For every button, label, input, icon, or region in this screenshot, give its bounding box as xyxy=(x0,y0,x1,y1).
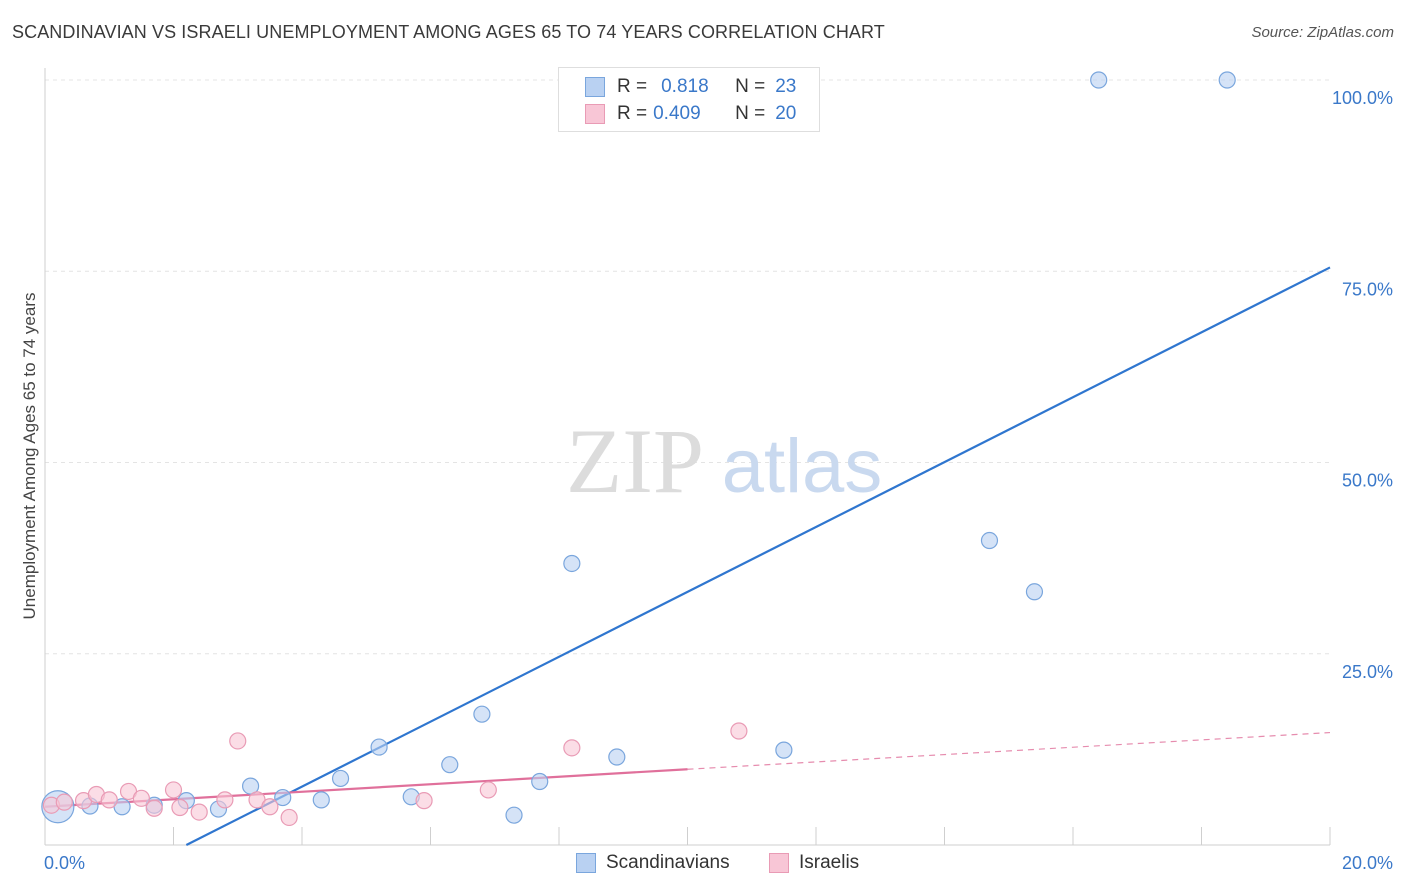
point-scandinavians xyxy=(441,756,459,774)
point-scandinavians xyxy=(563,554,581,573)
point-scandinavians xyxy=(1218,71,1236,89)
y-tick-label: 50.0% xyxy=(1342,471,1393,491)
y-tick-label: 100.0% xyxy=(1332,88,1393,108)
point-scandinavians xyxy=(1025,583,1044,601)
y-tick-label: 75.0% xyxy=(1342,279,1393,299)
legend-swatch-pink xyxy=(585,104,605,124)
watermark-atlas: atlas xyxy=(722,424,883,509)
point-scandinavians xyxy=(1090,71,1108,89)
legend-item-scandinavians[interactable]: Scandinavians xyxy=(576,852,730,874)
point-scandinavians xyxy=(775,741,793,759)
source-note: Source: ZipAtlas.com xyxy=(1251,24,1394,41)
point-israelis xyxy=(261,798,279,816)
point-israelis xyxy=(164,781,183,799)
trend-extension-israelis xyxy=(687,731,1331,770)
point-scandinavians xyxy=(505,806,523,824)
legend-n-label: N = xyxy=(735,103,766,124)
trend-lines xyxy=(44,266,1331,846)
trend-line-scandinavians xyxy=(185,266,1331,846)
point-scandinavians xyxy=(608,748,626,766)
point-scandinavians xyxy=(274,788,292,807)
legend-n-label: N = xyxy=(735,76,766,97)
legend-swatch-blue xyxy=(585,77,605,97)
legend-row-israelis: R = 0.409 N = 20 xyxy=(585,101,796,127)
legend-swatch-pink xyxy=(769,853,789,873)
legend-swatch-blue xyxy=(576,853,596,873)
point-scandinavians xyxy=(331,769,350,788)
legend-row-scandinavians: R = 0.818 N = 23 xyxy=(585,74,796,100)
point-israelis xyxy=(280,808,298,827)
chart-title: SCANDINAVIAN VS ISRAELI UNEMPLOYMENT AMO… xyxy=(12,22,885,42)
point-israelis xyxy=(55,793,73,811)
data-points xyxy=(41,71,1236,827)
point-israelis xyxy=(479,781,497,799)
tick-labels: 25.0% 50.0% 75.0% 100.0% 0.0% 20.0% xyxy=(44,88,1393,873)
point-israelis xyxy=(216,791,234,809)
point-israelis xyxy=(229,732,247,750)
series-legend: Scandinavians Israelis xyxy=(0,852,1406,878)
point-scandinavians xyxy=(531,772,549,791)
stats-legend: R = 0.818 N = 23 R = 0.409 N = 20 xyxy=(558,67,820,132)
point-scandinavians xyxy=(473,705,491,723)
legend-r-value: 0.409 xyxy=(653,103,701,124)
x-tick-label: 0.0% xyxy=(44,853,85,873)
point-israelis xyxy=(145,799,163,817)
point-israelis xyxy=(100,791,118,809)
point-israelis xyxy=(171,798,189,817)
x-tick-label: 20.0% xyxy=(1342,853,1393,873)
grid-lines xyxy=(45,79,1330,655)
point-israelis xyxy=(132,789,150,807)
watermark-zip: ZIP xyxy=(566,410,704,512)
y-tick-label: 25.0% xyxy=(1342,662,1393,682)
axes xyxy=(44,68,1331,846)
point-israelis xyxy=(563,739,581,757)
point-scandinavians xyxy=(980,531,999,550)
legend-r-label: R = xyxy=(617,103,648,124)
point-israelis xyxy=(190,803,208,821)
legend-label-scandinavians: Scandinavians xyxy=(606,852,730,873)
legend-n-value: 23 xyxy=(775,76,797,97)
point-scandinavians xyxy=(312,791,330,809)
legend-label-israelis: Israelis xyxy=(799,852,860,873)
legend-n-value: 20 xyxy=(775,103,797,124)
point-scandinavians xyxy=(370,738,388,756)
point-israelis xyxy=(415,792,433,810)
point-israelis xyxy=(730,722,748,740)
y-axis-label: Unemployment Among Ages 65 to 74 years xyxy=(20,292,39,620)
legend-r-label: R = xyxy=(617,76,648,97)
point-scandinavians xyxy=(242,777,260,795)
legend-item-israelis[interactable]: Israelis xyxy=(769,852,859,874)
legend-r-value: 0.818 xyxy=(661,76,709,97)
